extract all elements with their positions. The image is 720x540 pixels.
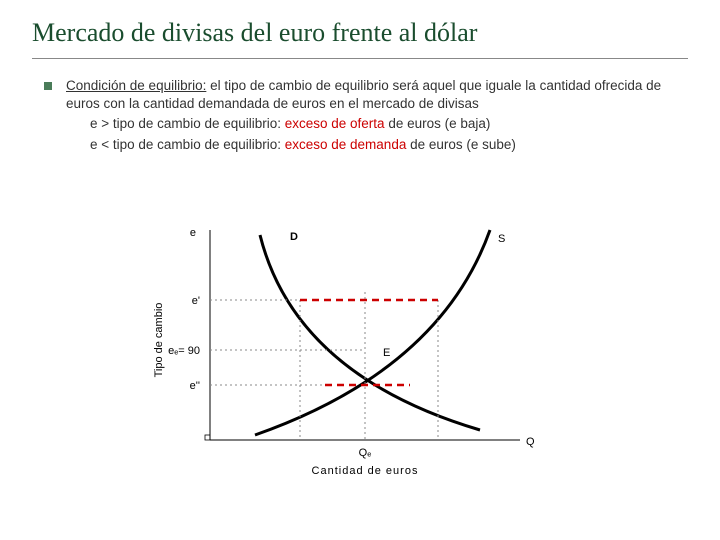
lead-underlined: Condición de equilibrio: [66,78,206,93]
sub-line-2: e < tipo de cambio de equilibrio: exceso… [66,136,688,154]
label-e-prime: e' [192,295,200,307]
supply-demand-chart: Tipo de cambio e D Se' eₑ= 90 e'' E Qₑ Q Cantidad… [150,210,570,500]
x-axis-label: Cantidad de euros [312,465,419,477]
label-S: S [498,233,505,245]
label-D: D [290,231,298,243]
body-text: Condición de equilibrio: el tipo de camb… [66,77,688,154]
sub-line-1: e > tipo de cambio de equilibrio: exceso… [66,115,688,133]
content-block: Condición de equilibrio: el tipo de camb… [32,77,688,154]
sub2-prefix: e < tipo de cambio de equilibrio: [90,137,285,152]
sub1-suffix: de euros (e baja) [385,116,491,131]
label-E: E [383,347,390,359]
demand-curve [260,235,480,430]
bullet-icon [44,82,52,90]
label-e-double: e'' [190,380,200,392]
slide-title: Mercado de divisas del euro frente al dó… [32,18,688,59]
label-Q: Q [526,436,535,448]
label-e: e [190,227,196,239]
origin-marker [205,435,210,440]
sub1-red: exceso de oferta [285,116,385,131]
sub2-suffix: de euros (e sube) [406,137,516,152]
sub1-prefix: e > tipo de cambio de equilibrio: [90,116,285,131]
supply-curve [255,230,490,435]
label-e-eq: eₑ= 90 [168,345,200,357]
y-axis-label: Tipo de cambio [153,303,165,378]
label-Qe: Qₑ [359,447,372,459]
sub2-red: exceso de demanda [285,137,407,152]
